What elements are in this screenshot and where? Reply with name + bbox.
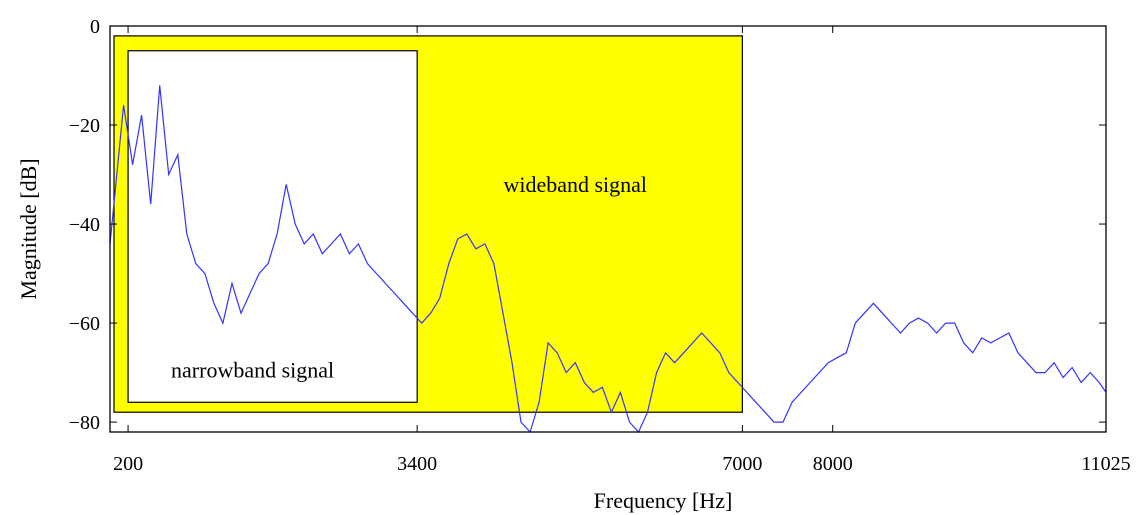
x-tick-label: 200 <box>113 453 143 475</box>
x-tick-label: 7000 <box>722 453 762 475</box>
wideband-label: wideband signal <box>503 172 647 197</box>
y-tick-label: −80 <box>69 412 100 434</box>
axis-ticks: 200 3400 7000 8000 11025 0 −20 −40 −60 −80 <box>69 16 1131 475</box>
series-layer <box>109 85 1107 434</box>
y-tick-label: −60 <box>69 313 100 335</box>
x-tick-label: 8000 <box>813 453 853 475</box>
y-tick-label: −40 <box>69 214 100 236</box>
y-tick-label: 0 <box>90 16 100 38</box>
x-tick-label: 11025 <box>1081 453 1130 475</box>
narrowband-label: narrowband signal <box>171 358 334 383</box>
narrowband-region <box>127 50 418 403</box>
y-axis-title: Magnitude [dB] <box>16 158 41 299</box>
band-regions: wideband signal narrowband signal <box>113 35 743 413</box>
spectrum-line <box>109 85 1107 434</box>
plot-frame <box>109 25 1107 433</box>
x-axis-title: Frequency [Hz] <box>594 488 733 513</box>
x-tick-label: 3400 <box>397 453 437 475</box>
y-tick-label: −20 <box>69 115 100 137</box>
